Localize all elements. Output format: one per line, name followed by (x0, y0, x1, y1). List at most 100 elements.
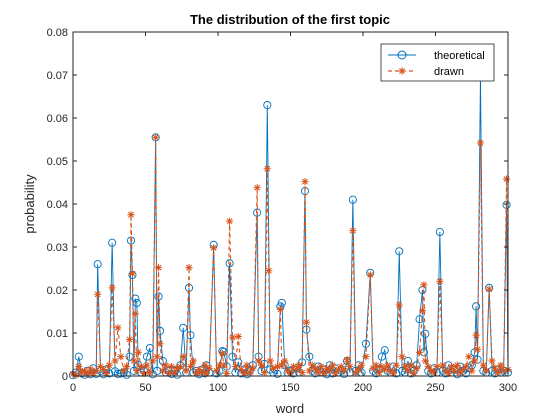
drawn-point (479, 361, 487, 369)
drawn-point (111, 357, 119, 365)
y-tick-label: 0 (62, 371, 68, 383)
legend-marker-theoretical (397, 50, 407, 60)
drawn-point (497, 361, 505, 369)
drawn-point (228, 333, 237, 341)
theoretical-point (472, 302, 481, 311)
drawn-point (314, 368, 322, 377)
drawn-point (189, 357, 197, 365)
legend: theoretical drawn (380, 43, 495, 82)
drawn-point (476, 139, 485, 147)
drawn-point (152, 133, 160, 141)
theoretical-point (348, 195, 357, 204)
drawn-point (246, 368, 254, 377)
drawn-point (366, 271, 374, 279)
drawn-point (205, 364, 213, 372)
x-tick-label: 50 (139, 382, 151, 394)
drawn-point (195, 365, 203, 374)
theoretical-point (377, 352, 386, 361)
drawn-point (439, 361, 447, 369)
drawn-point (421, 357, 429, 365)
drawn-point (337, 362, 345, 371)
drawn-point (176, 362, 184, 371)
drawn-point (266, 357, 274, 365)
drawn-point (389, 369, 398, 378)
drawn-point (131, 310, 139, 318)
x-tick-label: 100 (209, 382, 227, 394)
drawn-point (326, 367, 334, 375)
y-tick-label: 0.02 (47, 285, 68, 297)
drawn-point (105, 361, 113, 369)
drawn-point (99, 365, 108, 374)
drawn-point (355, 365, 363, 374)
x-tick-label: 250 (426, 382, 444, 394)
x-tick-label: 0 (70, 382, 76, 394)
theoretical-point (305, 352, 314, 361)
drawn-point (349, 227, 357, 235)
theoretical-point (158, 356, 167, 366)
drawn-point (491, 364, 499, 372)
drawn-point (485, 285, 493, 293)
drawn-point (220, 361, 228, 369)
drawn-point (185, 264, 193, 272)
drawn-point (237, 365, 245, 374)
drawn-point (153, 353, 161, 361)
drawn-point (488, 357, 496, 365)
drawn-point (137, 362, 145, 371)
drawn-point (123, 362, 131, 371)
drawn-point (381, 365, 389, 374)
drawn-point (401, 362, 409, 371)
drawn-point (94, 290, 102, 298)
drawn-point (462, 362, 470, 371)
drawn-point (346, 362, 354, 371)
drawn-point (334, 365, 342, 374)
drawn-point (154, 264, 163, 272)
drawn-point (357, 361, 366, 369)
x-tick-label: 300 (499, 382, 517, 394)
theoretical-point (125, 352, 134, 361)
drawn-point (331, 369, 340, 378)
drawn-point (468, 367, 476, 375)
drawn-point (278, 361, 286, 369)
drawn-point (243, 361, 251, 369)
drawn-point (201, 361, 209, 369)
theoretical-point (111, 367, 120, 376)
drawn-point (471, 357, 479, 365)
series-layer (68, 70, 513, 380)
theoretical-point (421, 329, 430, 338)
drawn-point (257, 361, 266, 369)
drawn-point (276, 305, 284, 313)
y-tick-label: 0.03 (47, 242, 68, 254)
drawn-point (502, 175, 511, 183)
y-tick-label: 0.04 (47, 199, 68, 211)
drawn-point (134, 348, 142, 356)
drawn-point (114, 324, 122, 332)
drawn-point (420, 281, 428, 289)
ticks-layer: 0 50 100 150 200 250 300 0 0.01 0.02 0.03 0.04 0.05 0… (47, 27, 518, 394)
drawn-point (253, 184, 261, 192)
theoretical-point (108, 238, 117, 247)
drawn-point (472, 331, 480, 339)
drawn-point (317, 362, 325, 371)
drawn-point (453, 361, 461, 369)
drawn-point (340, 367, 348, 375)
drawn-point (398, 353, 406, 361)
drawn-point (210, 244, 218, 252)
drawn-point (301, 178, 309, 186)
drawn-point (424, 362, 432, 371)
drawn-point (473, 345, 482, 353)
drawn-point (234, 332, 242, 341)
theoretical-point (93, 260, 102, 269)
drawn-point (450, 367, 458, 375)
drawn-point (170, 368, 179, 377)
drawn-point (86, 365, 94, 373)
x-axis-label: word (275, 401, 304, 416)
theoretical-point (395, 247, 404, 256)
drawn-point (249, 364, 257, 372)
theoretical-point (415, 315, 424, 324)
drawn-point (384, 361, 392, 369)
drawn-point (168, 362, 176, 371)
drawn-point (413, 364, 421, 372)
drawn-point (433, 362, 441, 371)
drawn-point (102, 369, 110, 378)
